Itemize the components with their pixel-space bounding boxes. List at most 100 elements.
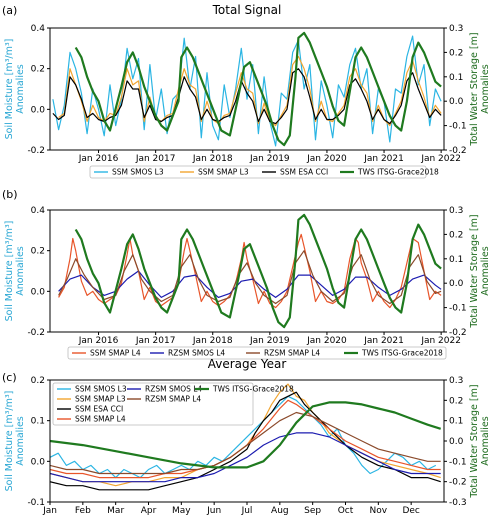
series-line-rzsm-smap-l4 [50,411,441,475]
x-tick-label: Jan 2022 [420,336,461,346]
series-line-tws-itsg-grace2018 [74,213,442,329]
y-right-tick-label: 0.0 [449,279,464,289]
y-right-tick-label: -0.1 [449,304,467,314]
panel-a: Total Signal (a) -0.2 0.0 0.2 0.4 -0.2 -0.1 0.0 0… [2,3,491,179]
y-right-tick-label: 0.1 [449,255,463,265]
legend-label-rzsm-smos-l4: RZSM SMOS L4 [168,349,225,358]
y-right-tick-label: 0.3 [449,206,463,216]
x-tick-label: Jan 2016 [78,154,119,164]
legend-label-rzsm-smap-l4: RZSM SMAP L4 [264,349,320,358]
y-left-tick-label: 0.0 [31,105,46,115]
y-left-axis-label: Soil Moisture [m³/m³] [4,391,15,492]
legend-label-tws-itsg-grace2018: TWS ITSG-Grace2018 [357,168,439,177]
legend-box [52,382,254,426]
chart-title: Average Year [208,357,287,371]
y-left-axis-label: Soil Moisture [m³/m³] [4,39,15,140]
x-tick-label: Jan 2020 [306,154,347,164]
legend-label-ssm-smap-l4: SSM SMAP L4 [90,349,141,358]
y-right-tick-label: 0.3 [449,376,463,386]
x-tick-label: Jan 2021 [363,154,404,164]
legend-label-tws-itsg-grace2018: TWS ITSG-Grace2018 [212,385,294,394]
y-left-tick-label: -0.2 [27,328,45,338]
y-right-tick-label: -0.2 [449,328,467,338]
y-left-axis-label: Anomalies [15,416,26,466]
chart-title: Total Signal [212,3,282,17]
series-line-rzsm-smos-l4 [58,270,442,298]
series-line-ssm-esa-cci [52,68,442,125]
y-right-tick-label: 0.2 [449,396,463,406]
y-left-tick-label: 0.2 [31,247,45,257]
x-tick-label: Mar [107,506,124,516]
x-tick-label: Jan 2019 [249,154,290,164]
x-tick-label: May [172,506,191,516]
y-right-tick-label: 0.2 [449,48,463,58]
x-tick-label: Feb [75,506,91,516]
y-right-axis-label: Total Water Storage [m] [469,384,480,498]
x-tick-label: Jan 2019 [249,336,290,346]
x-tick-label: Oct [338,506,354,516]
plot-frame [49,27,445,151]
y-right-tick-label: 0.0 [449,437,464,447]
y-right-tick-label: -0.1 [449,457,467,467]
y-left-tick-label: 0.4 [31,24,46,34]
y-right-tick-label: 0.3 [449,24,463,34]
x-tick-label: Jan 2020 [306,336,347,346]
y-left-axis-label: Anomalies [15,246,26,296]
legend-label-rzsm-smap-l4: RZSM SMAP L4 [145,395,201,404]
panel-label: (c) [2,371,17,384]
x-tick-label: Jan [42,506,57,516]
series-line-rzsm-smos-l4 [50,432,441,483]
y-left-tick-label: 0.2 [31,65,45,75]
y-left-tick-label: 0.1 [31,417,45,427]
legend-label-rzsm-smos-l4: RZSM SMOS L4 [145,385,202,394]
y-left-tick-label: 0.4 [31,206,46,216]
series-line-rzsm-smap-l4 [58,250,442,305]
y-right-axis-label: Anomalies [480,64,491,114]
y-left-axis-label: Anomalies [15,64,26,114]
legend-label-tws-itsg-grace2018: TWS ITSG-Grace2018 [361,349,443,358]
series-line-ssm-esa-cci [50,391,441,491]
y-left-axis-label: Soil Moisture [m³/m³] [4,221,15,322]
legend-label-ssm-smos-l3: SSM SMOS L3 [112,168,164,177]
y-right-axis-label: Total Water Storage [m] [469,32,480,146]
series-line-ssm-smap-l4 [50,399,441,479]
x-tick-label: Aug [271,506,289,516]
series-line-ssm-smos-l3 [50,395,437,479]
legend: SSM SMAP L4 RZSM SMOS L4 RZSM SMAP L4 TWS I… [67,346,447,360]
x-tick-label: Jul [241,506,253,516]
panel-label: (b) [2,188,18,201]
y-right-tick-label: 0.1 [449,417,463,427]
y-left-tick-label: 0.0 [31,287,46,297]
plot-frame [49,209,445,333]
legend-label-ssm-esa-cci: SSM ESA CCI [280,168,328,177]
x-tick-label: Nov [370,506,388,516]
x-tick-label: Jan 2022 [420,154,461,164]
x-tick-label: Jan 2018 [192,336,233,346]
x-tick-label: Jan 2021 [363,336,404,346]
series-line-ssm-smos-l3 [52,35,442,147]
x-tick-label: Apr [141,506,157,516]
x-tick-label: Dec [402,506,419,516]
y-left-tick-label: 0.2 [31,376,45,386]
legend-label-ssm-smap-l3: SSM SMAP L3 [198,168,249,177]
legend-label-ssm-esa-cci: SSM ESA CCI [75,405,123,414]
x-tick-label: Jan 2016 [78,336,119,346]
panel-c: Average Year (c) -0.1 0.0 0.1 0.2 -0.3 -0.2 -0.1… [2,357,491,516]
y-right-axis-label: Anomalies [480,246,491,296]
series-line-ssm-smap-l4 [58,233,442,309]
x-tick-label: Jan 2018 [192,154,233,164]
x-tick-label: Jan 2017 [135,336,176,346]
y-left-tick-label: -0.1 [27,498,45,508]
series-line-tws-itsg-grace2018 [74,31,442,147]
x-tick-label: Sep [304,506,321,516]
series-line-tws-itsg-grace2018 [50,401,442,469]
y-left-tick-label: -0.2 [27,146,45,156]
x-tick-label: Jan 2017 [135,154,176,164]
y-right-tick-label: -0.3 [449,498,467,508]
y-right-tick-label: 0.0 [449,97,464,107]
y-right-tick-label: -0.2 [449,478,467,488]
series-group [58,213,442,329]
y-right-tick-label: 0.2 [449,230,463,240]
x-tick-label: Jun [206,506,221,516]
